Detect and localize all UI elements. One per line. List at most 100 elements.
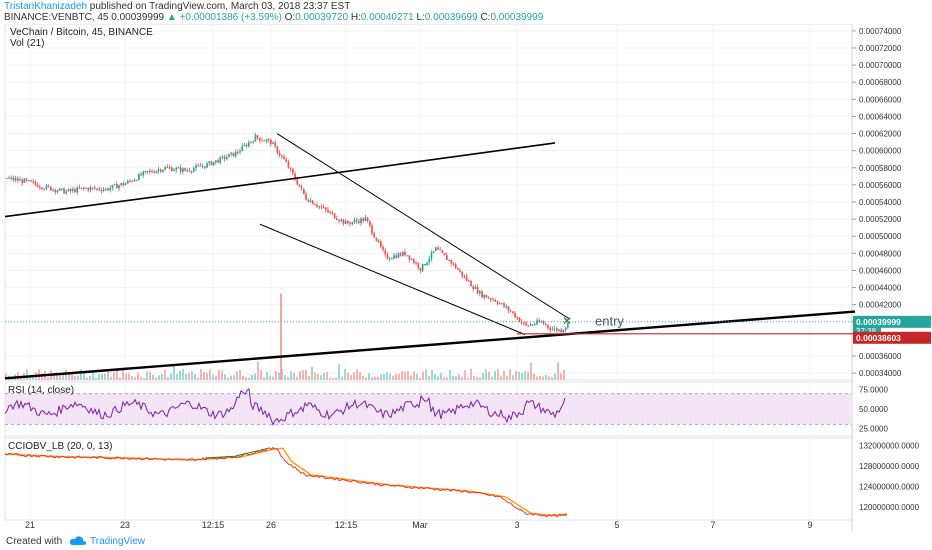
- candle-body: [98, 188, 101, 190]
- volume-bar: [206, 373, 208, 380]
- candle-body: [567, 323, 569, 328]
- obv-legend[interactable]: CCIOBV_LB (20, 0, 13): [8, 441, 113, 452]
- candle-body: [340, 219, 343, 222]
- candle-body: [190, 171, 193, 173]
- candle-body: [347, 221, 349, 224]
- candle-body: [256, 135, 259, 138]
- price-tick-label: 0.00056000: [859, 181, 902, 190]
- trendline-upper-support: [4, 178, 286, 218]
- volume-legend[interactable]: Vol (21): [10, 38, 45, 49]
- candle-body: [265, 139, 268, 141]
- volume-bar: [131, 375, 133, 380]
- volume-bar: [509, 369, 511, 380]
- volume-bar: [560, 373, 562, 380]
- candle-body: [267, 139, 270, 141]
- candle-body: [52, 189, 54, 191]
- volume-bar: [167, 376, 169, 380]
- volume-bar: [254, 373, 256, 380]
- price-tick-label: 0.00036000: [859, 352, 902, 361]
- candle-body: [558, 329, 560, 331]
- volume-bar: [158, 375, 160, 380]
- volume-bar: [176, 374, 178, 380]
- obv-tick-label: 124000000.0000: [859, 483, 920, 492]
- price-tick-label: 0.00058000: [859, 164, 902, 173]
- volume-bar: [266, 371, 268, 380]
- volume-bar: [125, 373, 127, 380]
- candle-body: [186, 170, 189, 172]
- volume-bar: [263, 377, 265, 380]
- candle-body: [146, 170, 149, 172]
- candle-body: [485, 294, 488, 298]
- candle-body: [397, 253, 400, 258]
- trendline-upper-support-ext: [284, 142, 556, 181]
- volume-bar: [182, 369, 184, 380]
- candle-body: [294, 173, 296, 180]
- volume-bar: [68, 373, 70, 380]
- candle-body: [72, 189, 74, 191]
- candle-body: [39, 187, 41, 189]
- candle-body: [212, 162, 215, 166]
- rsi-legend[interactable]: RSI (14, close): [8, 385, 75, 396]
- volume-bar: [527, 371, 529, 380]
- volume-bar: [320, 375, 322, 380]
- volume-bar: [92, 371, 94, 380]
- candle-body: [164, 167, 167, 170]
- volume-bar: [110, 376, 112, 380]
- main-legend[interactable]: VeChain / Bitcoin, 45, BINANCE: [10, 27, 153, 38]
- candle-body: [67, 189, 70, 192]
- time-tick-label: 23: [120, 520, 130, 530]
- volume-bar: [32, 376, 34, 380]
- candle-body: [327, 209, 329, 213]
- volume-bar: [179, 370, 181, 380]
- author-link[interactable]: TristanKhanizadeh: [4, 1, 88, 12]
- volume-bar: [461, 376, 463, 380]
- candle-body: [96, 188, 98, 190]
- candle-body: [503, 303, 505, 307]
- chart-canvas[interactable]: 21 23 12:15 26 12:15 Mar 3 5 7 9 0.00034000 0.00036…: [0, 24, 932, 532]
- volume-bar: [248, 377, 250, 380]
- volume-bar: [341, 376, 343, 380]
- price-tick-label: 0.00054000: [859, 198, 902, 207]
- candle-body: [331, 212, 334, 214]
- volume-bar: [377, 376, 379, 380]
- candle-body: [344, 221, 347, 224]
- volume-bar: [404, 371, 406, 380]
- time-tick-label: 5: [614, 520, 619, 530]
- candle-body: [380, 241, 382, 247]
- candle-body: [30, 180, 32, 182]
- candle-body: [424, 263, 426, 266]
- candle-body: [333, 213, 336, 219]
- volume-bar: [71, 373, 73, 380]
- volume-bar: [380, 374, 382, 380]
- candle-body: [28, 180, 30, 182]
- candle-body: [173, 170, 175, 172]
- volume-bar: [353, 372, 355, 380]
- candle-body: [21, 179, 24, 183]
- candle-body: [223, 156, 226, 159]
- candle-body: [91, 187, 94, 189]
- candle-body: [138, 174, 140, 181]
- candle-body: [83, 187, 85, 189]
- volume-bar: [290, 371, 292, 380]
- volume-bar: [128, 373, 130, 380]
- candle-body: [320, 206, 323, 208]
- volume-bar: [530, 362, 532, 380]
- candle-body: [230, 152, 233, 155]
- volume-bar: [497, 369, 499, 380]
- candle-body: [6, 178, 8, 180]
- candle-body: [63, 188, 65, 194]
- candle-body: [512, 311, 514, 313]
- candle-body: [525, 322, 527, 326]
- volume-bar: [413, 371, 415, 380]
- candle-body: [514, 312, 516, 318]
- candle-body: [135, 180, 138, 182]
- volume-bar: [563, 369, 565, 380]
- publish-header: TristanKhanizadeh published on TradingVi…: [0, 0, 932, 24]
- candle-body: [12, 177, 15, 181]
- high-label: H:: [350, 12, 361, 23]
- candle-body: [395, 255, 398, 258]
- tradingview-brand[interactable]: TradingView: [90, 536, 146, 547]
- candle-body: [498, 303, 501, 305]
- candle-body: [259, 137, 261, 141]
- candle-body: [549, 327, 552, 331]
